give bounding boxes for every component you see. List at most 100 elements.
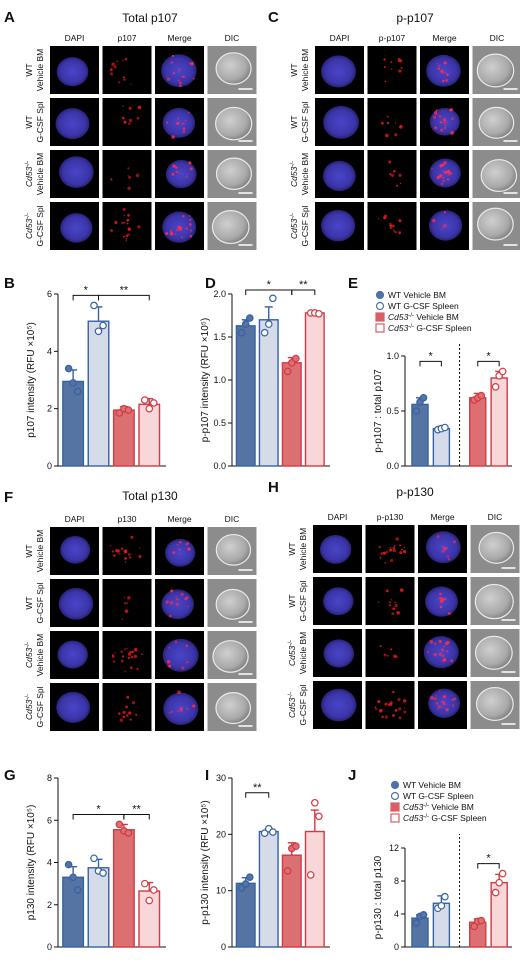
signal-dot — [182, 214, 185, 218]
signal-dot — [392, 546, 396, 550]
row-label-condition: Vehicle BM — [35, 634, 45, 677]
signal-dot — [185, 660, 189, 664]
signal-dot — [170, 710, 173, 713]
signal-dot — [175, 596, 177, 598]
bar — [112, 409, 135, 467]
data-point — [412, 919, 421, 927]
row-label-condition: Vehicle BM — [35, 153, 45, 196]
signal-dot — [111, 550, 114, 553]
y-tick-label: 8 — [47, 773, 52, 783]
significance-bracket — [477, 360, 500, 367]
micrograph-tile — [472, 98, 520, 146]
signal-dot — [116, 549, 120, 553]
signal-dot — [444, 171, 447, 174]
column-label: DIC — [488, 512, 503, 522]
signal-dot — [379, 708, 383, 713]
micrograph-tile — [315, 202, 364, 250]
panel-letter-e: E — [348, 275, 358, 292]
legend-label: Cd53-/- G-CSF Spleen — [403, 813, 487, 823]
data-point — [283, 367, 292, 376]
panel-letter-c: C — [268, 9, 279, 26]
signal-dot — [433, 652, 437, 657]
signal-dot — [189, 167, 193, 171]
signal-dot — [389, 173, 392, 176]
signal-dot — [171, 54, 175, 58]
tile-background — [102, 150, 152, 198]
cell-outline — [478, 531, 515, 564]
signal-dot — [128, 711, 132, 715]
signal-dot — [434, 642, 437, 645]
signal-dot — [177, 709, 180, 712]
data-point — [124, 829, 133, 837]
significance-bracket — [291, 289, 316, 295]
micrograph-tile — [155, 683, 204, 731]
row-label: WT Vehicle BM — [287, 528, 308, 571]
row-label-genotype: Cd53-/- — [287, 692, 297, 718]
row-label-condition: Vehicle BM — [300, 49, 310, 92]
cell-outline — [215, 157, 253, 190]
signal-dot — [175, 166, 178, 169]
signal-dot — [434, 126, 438, 130]
signal-dot — [171, 135, 175, 139]
signal-dot — [168, 664, 172, 668]
signal-dot — [439, 605, 443, 609]
legend-marker — [390, 780, 400, 790]
signal-dot — [135, 173, 140, 178]
y-axis-title: p107 intensity (RFU ×10⁵) — [26, 322, 37, 438]
signal-dot — [391, 174, 394, 177]
signal-dot — [377, 218, 380, 220]
data-point — [124, 406, 133, 414]
signal-dot — [392, 714, 395, 717]
signal-dot — [118, 712, 121, 715]
micrograph-tile — [365, 525, 415, 573]
cell-outline — [478, 106, 515, 139]
data-point — [264, 320, 273, 328]
cell-outline — [474, 635, 513, 670]
signal-dot — [433, 697, 437, 701]
signal-dot — [121, 116, 125, 120]
micrograph-tile — [102, 579, 152, 627]
signal-dot — [388, 603, 392, 607]
signal-dot — [387, 654, 389, 657]
signal-dot — [125, 237, 128, 240]
signal-dot — [188, 223, 192, 226]
column-label: Merge — [167, 514, 191, 524]
micrograph-tile — [472, 202, 520, 250]
cell-outline — [211, 210, 250, 245]
bar — [258, 830, 279, 948]
signal-dot — [186, 707, 189, 711]
signal-dot — [446, 640, 450, 645]
bar — [469, 397, 487, 467]
micrograph-tile — [418, 525, 467, 573]
signal-dot — [126, 695, 130, 699]
data-point — [64, 364, 73, 373]
signal-dot — [174, 640, 178, 644]
signal-dot — [433, 111, 438, 115]
signal-dot — [384, 702, 388, 706]
signal-dot — [384, 715, 388, 719]
signal-dot — [180, 709, 183, 712]
signal-dot — [446, 122, 448, 124]
tile-background — [365, 629, 415, 677]
significance-label: * — [486, 853, 491, 865]
signal-dot — [386, 115, 389, 118]
data-point — [315, 309, 323, 318]
signal-dot — [452, 540, 456, 544]
signal-dot — [397, 697, 401, 702]
signal-dot — [439, 121, 443, 124]
signal-dot — [392, 229, 395, 232]
signal-dot — [385, 589, 389, 593]
signal-dot — [382, 551, 386, 555]
micrograph-tile — [367, 202, 417, 250]
signal-dot — [441, 79, 445, 83]
micrograph-tile — [50, 683, 99, 731]
signal-dot — [440, 229, 443, 231]
legend-marker — [375, 312, 385, 322]
signal-dot — [127, 213, 131, 217]
signal-dot — [398, 716, 402, 720]
signal-dot — [445, 79, 448, 82]
data-point — [237, 328, 246, 337]
micrograph-tile — [315, 98, 364, 146]
signal-dot — [126, 714, 129, 717]
row-label-genotype: Cd53-/- — [24, 642, 34, 668]
